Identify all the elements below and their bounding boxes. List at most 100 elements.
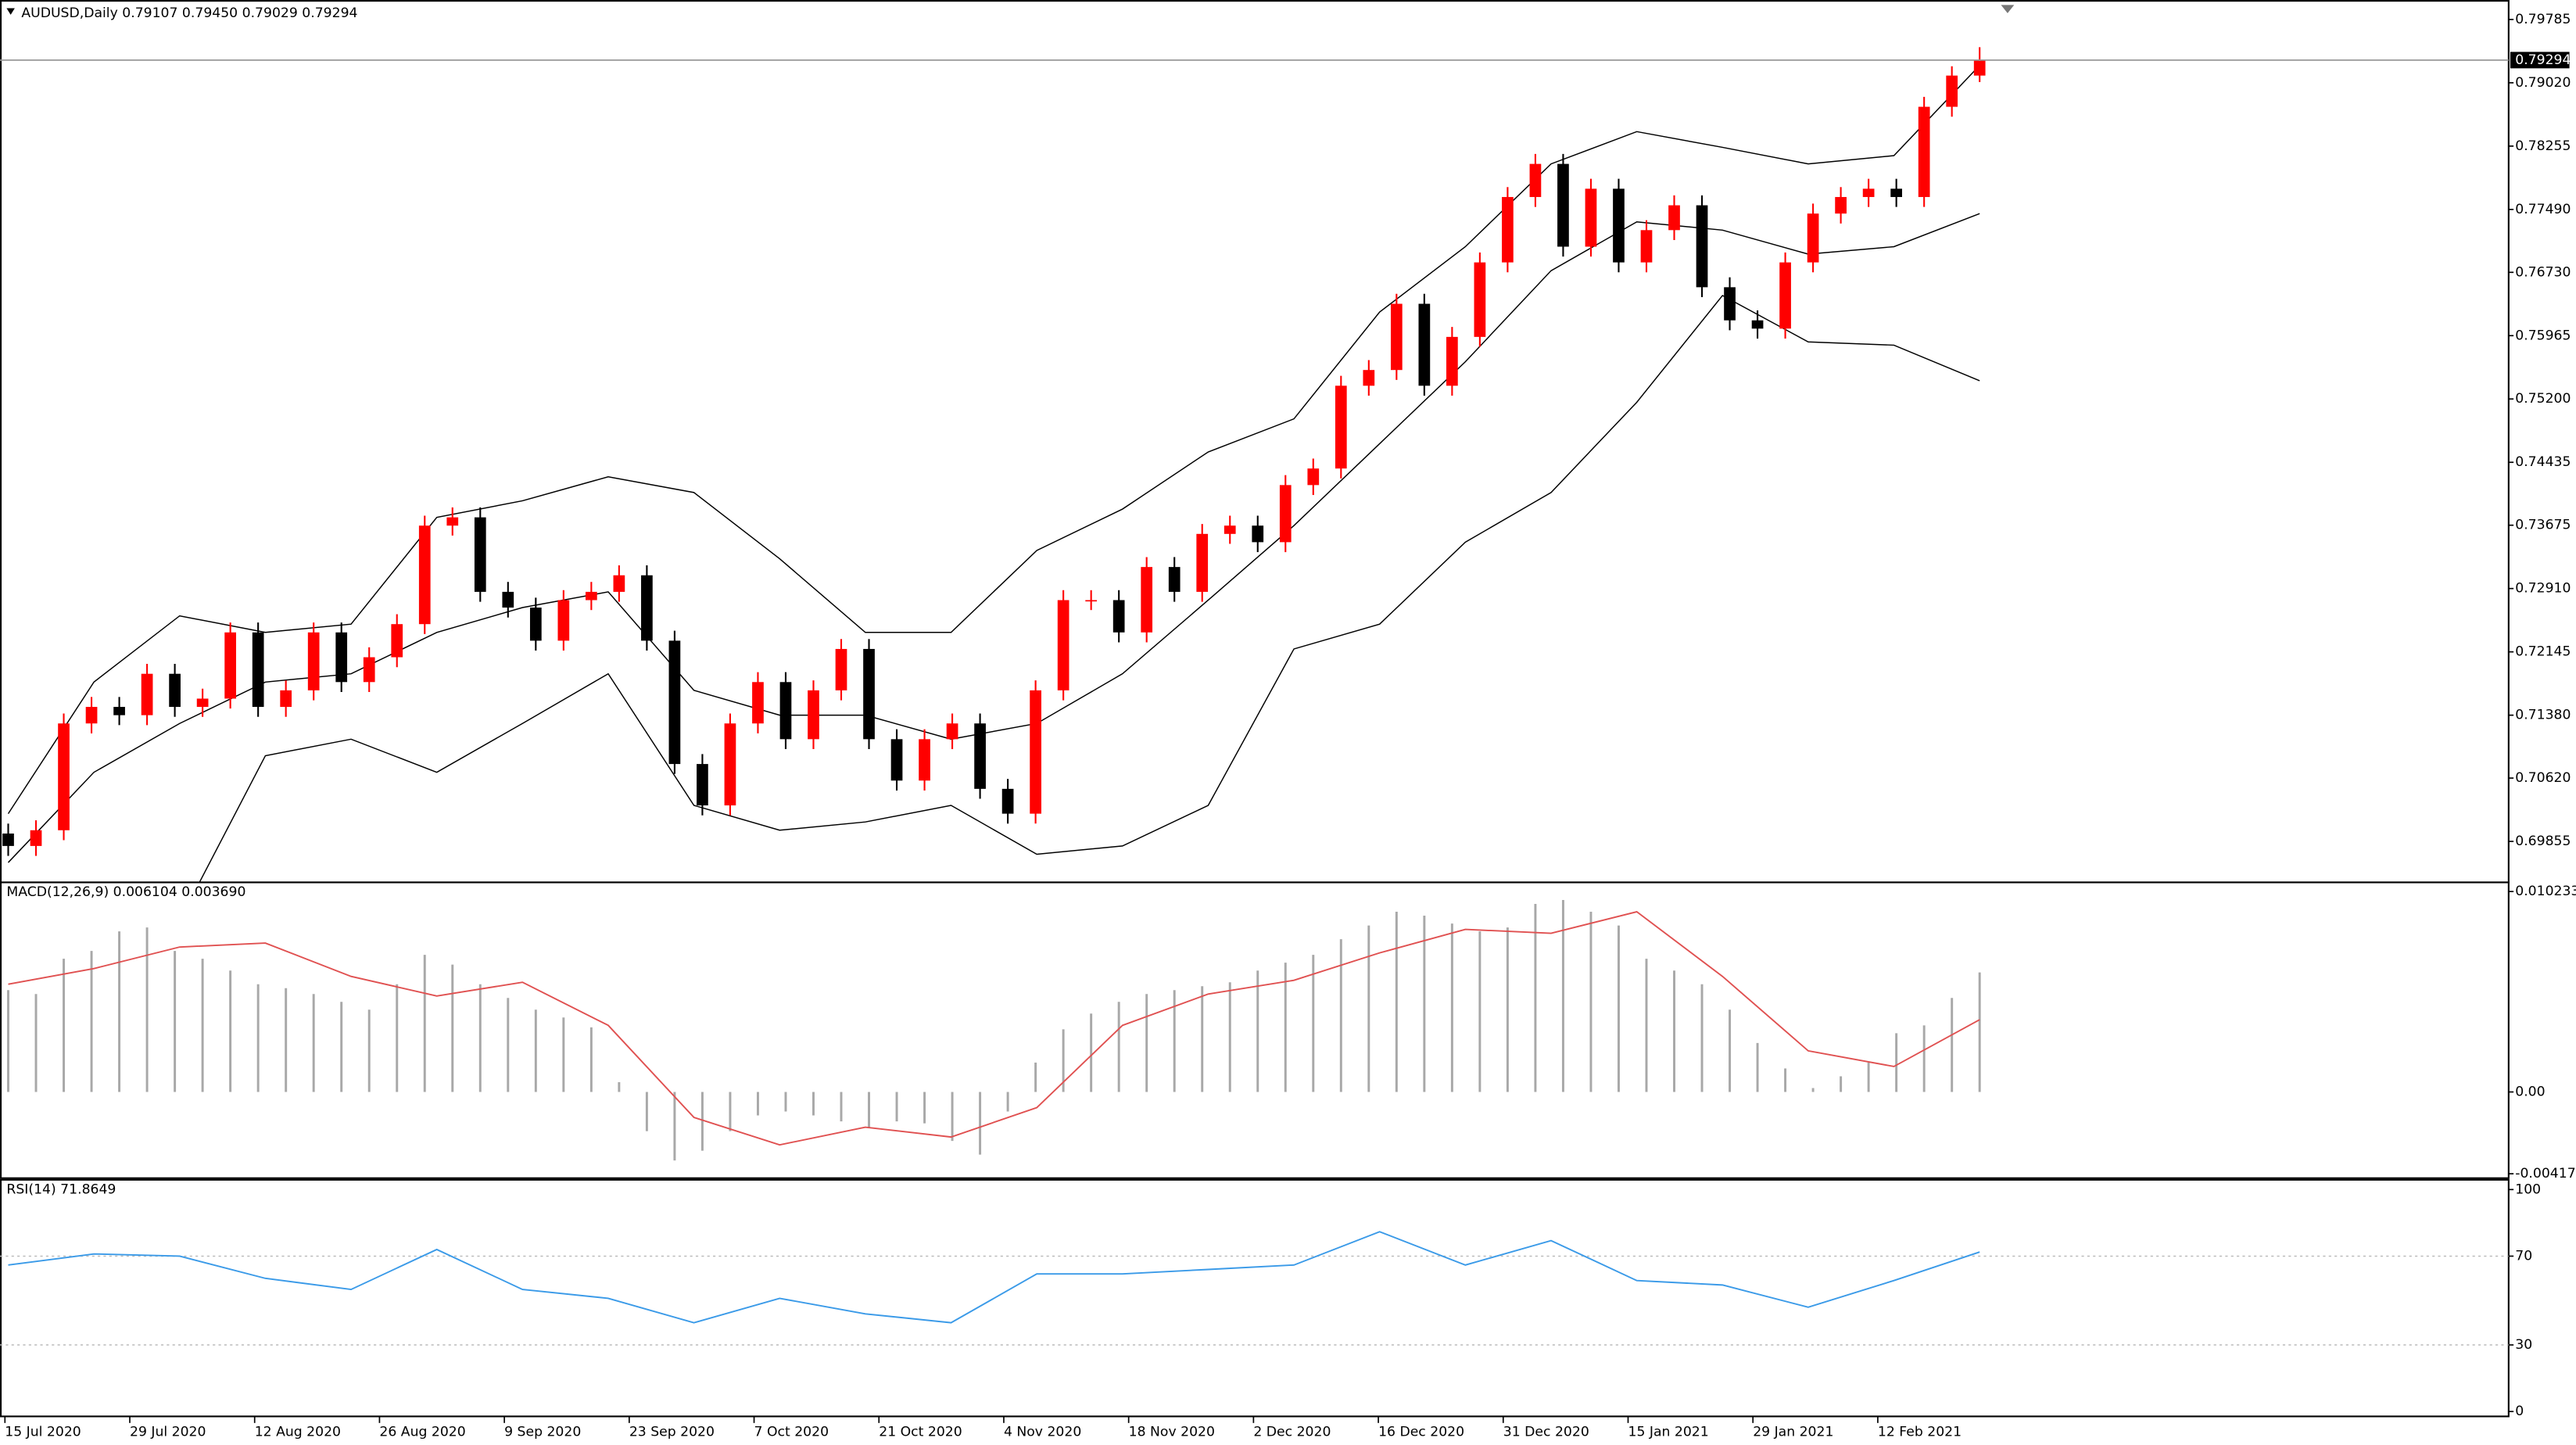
candle-body: [1862, 188, 1875, 197]
candle-body: [446, 517, 459, 526]
candle-body: [169, 673, 181, 708]
x-tick-label: 12 Aug 2020: [255, 1424, 341, 1440]
rsi-title: RSI(14) 71.8649: [6, 1181, 116, 1197]
candle-body: [502, 591, 514, 608]
shift-marker: [2001, 5, 2015, 13]
y-tick-label: 30: [2515, 1337, 2532, 1353]
candle-body: [641, 575, 653, 641]
x-tick-label: 16 Dec 2020: [1378, 1424, 1464, 1440]
x-tick-label: 2 Dec 2020: [1253, 1424, 1331, 1440]
y-tick-label: 70: [2515, 1248, 2532, 1264]
candle-body: [1779, 262, 1791, 329]
candle-body: [418, 525, 431, 625]
candle-body: [919, 739, 930, 781]
rsi-line: [8, 1231, 1980, 1324]
candle-body: [1585, 188, 1597, 247]
macd-title: MACD(12,26,9) 0.006104 0.003690: [6, 884, 245, 900]
candle-body: [335, 632, 348, 683]
y-tick-label: 0.75965: [2515, 328, 2571, 343]
candle-body: [1918, 106, 1930, 197]
x-tick-label: 7 Oct 2020: [754, 1424, 829, 1440]
candle-body: [1030, 690, 1041, 814]
plot-area: [7, 900, 1981, 1161]
candle-body: [1724, 287, 1736, 321]
candle-body: [1363, 370, 1375, 386]
last-price-tag: [2510, 52, 2570, 69]
candle-body: [1141, 567, 1153, 633]
price-title: AUDUSD,Daily 0.79107 0.79450 0.79029 0.7…: [21, 5, 357, 21]
candle-body: [1696, 205, 1708, 288]
candle-body: [1446, 336, 1458, 386]
candle-body: [668, 640, 681, 765]
candle-body: [1835, 196, 1847, 214]
x-tick-label: 4 Nov 2020: [1004, 1424, 1081, 1440]
candle-body: [1668, 205, 1680, 231]
candle-body: [1279, 485, 1292, 543]
candle-body: [280, 690, 292, 708]
y-tick-label: 100: [2515, 1181, 2541, 1197]
candle-body: [752, 682, 764, 724]
candle-body: [1973, 59, 1986, 76]
y-tick-label: 0.77490: [2515, 202, 2571, 217]
candle-body: [1224, 525, 1236, 534]
candle-body: [1946, 75, 1958, 107]
x-tick-label: 15 Jul 2020: [5, 1424, 81, 1440]
candle-body: [1335, 385, 1347, 469]
candle-body: [58, 723, 70, 830]
candle-body: [224, 632, 236, 699]
candle-body: [835, 648, 847, 690]
candle-body: [252, 632, 264, 708]
candle-body: [1168, 567, 1181, 592]
x-tick-label: 26 Aug 2020: [379, 1424, 465, 1440]
candle-body: [1112, 600, 1125, 633]
candle-body: [1751, 320, 1764, 329]
x-tick-label: 21 Oct 2020: [879, 1424, 962, 1440]
candle-body: [391, 624, 403, 658]
candle-body: [1085, 600, 1098, 602]
y-tick-label: 0.72145: [2515, 644, 2571, 660]
candle-body: [1390, 303, 1403, 371]
bollinger-lower: [199, 294, 1980, 883]
candle-body: [113, 707, 125, 715]
y-tick-label: 0.70620: [2515, 770, 2571, 786]
candle-body: [1474, 262, 1486, 337]
bollinger-upper: [7, 65, 1980, 815]
candle-body: [1057, 600, 1069, 690]
candle-body: [863, 648, 875, 740]
candle-body: [196, 698, 209, 708]
x-tick-label: 9 Sep 2020: [504, 1424, 581, 1440]
candle-body: [697, 764, 708, 806]
candle-body: [557, 600, 570, 641]
last-price-label: 0.79294: [2515, 52, 2571, 68]
y-tick-label: 0.78255: [2515, 138, 2571, 154]
candle-body: [1307, 468, 1320, 486]
candle-body: [1890, 188, 1902, 197]
y-tick-label: 0.69855: [2515, 834, 2571, 849]
y-tick-label: 0.79020: [2515, 75, 2571, 91]
x-tick-label: 31 Dec 2020: [1503, 1424, 1589, 1440]
y-tick-label: 0.72910: [2515, 581, 2571, 597]
plot-area: [2, 47, 1986, 883]
plot-area: [0, 1231, 2509, 1346]
y-tick-label: 0.73675: [2515, 518, 2571, 533]
candle-body: [30, 830, 42, 846]
candle-body: [1529, 163, 1542, 197]
candle-body: [474, 517, 486, 592]
y-tick-label: 0.79785: [2515, 12, 2571, 27]
x-tick-label: 29 Jan 2021: [1753, 1424, 1833, 1440]
candle-body: [1196, 533, 1209, 592]
y-tick-label: 0.00: [2515, 1084, 2545, 1099]
candle-body: [1001, 788, 1014, 814]
x-tick-label: 29 Jul 2020: [130, 1424, 206, 1440]
y-tick-label: 0.010233: [2515, 884, 2576, 899]
macd-panel-frame: [0, 881, 2510, 1179]
candle-body: [1502, 196, 1514, 263]
candle-body: [890, 739, 903, 781]
x-tick-label: 18 Nov 2020: [1129, 1424, 1215, 1440]
candle-body: [529, 608, 542, 641]
y-tick-label: 0.76730: [2515, 264, 2571, 280]
candle-body: [2, 834, 14, 846]
candle-body: [1418, 303, 1431, 386]
